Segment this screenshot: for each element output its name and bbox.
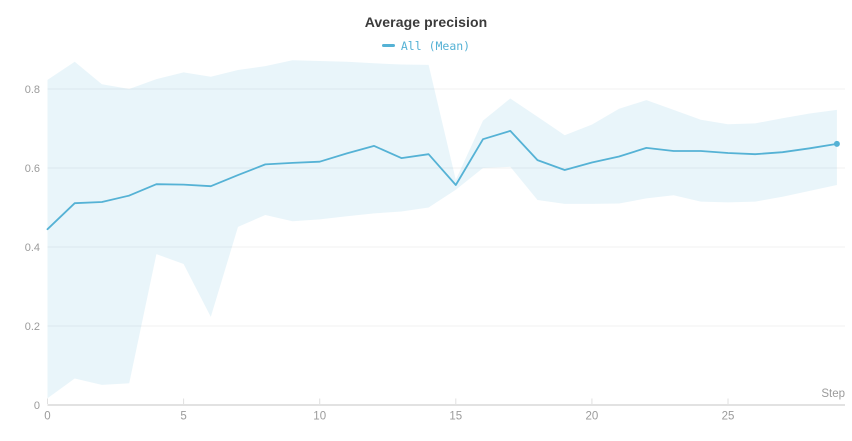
legend-label: All (Mean) <box>400 38 471 53</box>
confidence-band <box>47 60 837 399</box>
x-tick-label: 20 <box>586 411 599 423</box>
y-tick-label: 0.2 <box>25 321 40 333</box>
x-tick-label: 5 <box>180 411 186 423</box>
y-tick-label: 0 <box>34 400 40 412</box>
x-tick-label: 0 <box>44 411 50 423</box>
y-tick-label: 0.8 <box>25 84 40 96</box>
last-point-marker <box>833 140 840 147</box>
legend: All (Mean) <box>0 36 852 53</box>
chart-title: Average precision <box>364 14 488 30</box>
y-tick-label: 0.4 <box>25 242 40 254</box>
legend-item-all-mean[interactable]: All (Mean) <box>381 38 471 53</box>
x-axis-title: Step <box>821 388 845 400</box>
legend-line-icon <box>381 44 395 47</box>
x-tick-label: 25 <box>722 411 735 423</box>
x-tick-label: 10 <box>313 411 326 423</box>
x-tick-label: 15 <box>449 411 462 423</box>
y-tick-label: 0.6 <box>25 163 40 175</box>
mean-line <box>46 129 838 231</box>
